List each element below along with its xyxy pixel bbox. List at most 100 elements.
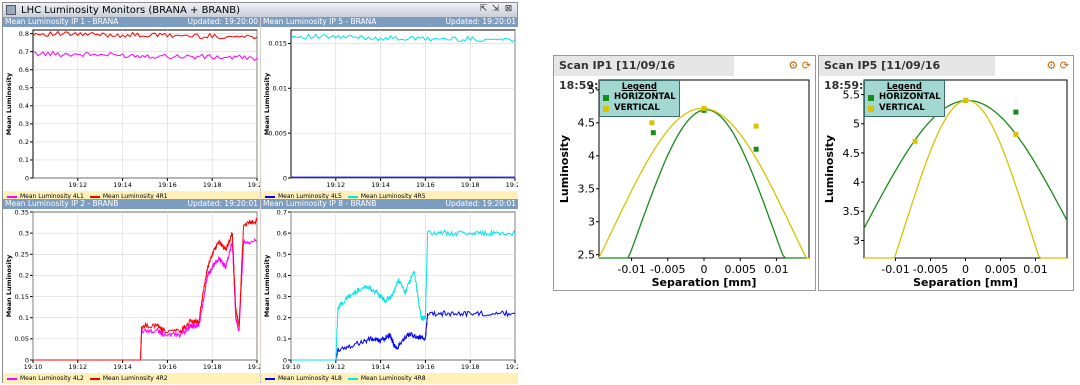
y-axis-label: Luminosity bbox=[558, 135, 571, 203]
window-title: LHC Luminosity Monitors (BRANA + BRANB) bbox=[21, 4, 241, 16]
x-tick-label: 19:14 bbox=[113, 363, 132, 371]
y-tick-label: 0 bbox=[283, 174, 287, 182]
x-axis-label: Separation [mm] bbox=[913, 276, 1018, 289]
legend-item: HORIZONTAL bbox=[868, 92, 941, 103]
x-tick-label: 19:12 bbox=[326, 363, 345, 371]
y-tick-label: 0.3 bbox=[19, 229, 29, 237]
legend-label: VERTICAL bbox=[614, 103, 660, 113]
legend-swatch bbox=[603, 94, 609, 101]
y-tick-label: 0.2 bbox=[19, 138, 29, 146]
x-tick-label: 19:18 bbox=[203, 363, 222, 371]
x-tick-label: 19:20 bbox=[506, 181, 518, 189]
y-tick-label: 2.5 bbox=[578, 249, 596, 262]
x-tick-label: 0.005 bbox=[724, 263, 756, 276]
legend-bar: Mean Luminosity 4L1 Mean Luminosity 4R1 bbox=[3, 191, 260, 202]
close-icon[interactable]: ⊠ bbox=[504, 4, 513, 14]
plot-area bbox=[290, 29, 516, 179]
legend-label: Mean Luminosity 4R5 bbox=[360, 193, 426, 200]
legend-swatch bbox=[347, 195, 358, 198]
updated-time: Updated: 19:20:01 bbox=[187, 199, 258, 208]
y-tick-label: 0.05 bbox=[15, 335, 29, 343]
scan-legend: Legend HORIZONTAL VERTICAL bbox=[864, 80, 945, 117]
legend-swatch bbox=[868, 105, 874, 112]
chart-scan-ip1: 2.5 3 3.5 4 4.5 5 -0.01 -0.005 0 0.005 0.01 Luminos… bbox=[558, 79, 810, 289]
legend-title: Legend bbox=[621, 82, 657, 92]
x-tick-label: 19:12 bbox=[68, 181, 87, 189]
chart-ip5: 0 0.005 0.01 0.015 19:12 19:14 19:16 19:18 19:20… bbox=[263, 29, 518, 189]
y-tick-label: 0.005 bbox=[268, 129, 287, 137]
scan-legend: Legend HORIZONTAL VERTICAL bbox=[599, 80, 680, 117]
x-tick-label: 19:14 bbox=[371, 181, 390, 189]
data-point bbox=[753, 146, 759, 152]
plot-area bbox=[32, 29, 258, 179]
maximize-icon[interactable]: ⇲ bbox=[491, 4, 500, 14]
legend-label: HORIZONTAL bbox=[879, 92, 941, 102]
y-tick-label: 3 bbox=[853, 234, 860, 247]
x-tick-label: 19:20 bbox=[248, 181, 260, 189]
x-tick-label: 19:10 bbox=[24, 363, 43, 371]
updated-time: Updated: 19:20:01 bbox=[445, 199, 516, 208]
pane-ip2: Mean Luminosity IP 2 - BRANB Updated: 19:… bbox=[3, 199, 260, 384]
pane-ip5: Mean Luminosity IP 5 - BRANA Updated: 19:… bbox=[261, 17, 518, 202]
legend-item: Mean Luminosity 4R8 bbox=[347, 373, 426, 384]
pane-ip1: Mean Luminosity IP 1 - BRANA Updated: 19:… bbox=[3, 17, 260, 202]
x-tick-label: 19:14 bbox=[371, 363, 390, 371]
x-tick-label: 19:14 bbox=[113, 181, 132, 189]
y-axis-label: Mean Luminosity bbox=[5, 72, 13, 135]
legend-bar: Mean Luminosity 4L2 Mean Luminosity 4R2 bbox=[3, 373, 260, 384]
legend-label: Mean Luminosity 4L8 bbox=[278, 375, 342, 382]
y-tick-label: 0.7 bbox=[19, 48, 29, 56]
y-tick-label: 3 bbox=[588, 216, 595, 229]
legend-swatch bbox=[89, 195, 100, 198]
y-tick-label: 0.4 bbox=[19, 102, 29, 110]
legend-item: Mean Luminosity 4L1 bbox=[7, 191, 84, 202]
y-tick-label: 4.5 bbox=[843, 147, 861, 160]
legend-swatch bbox=[603, 105, 609, 112]
y-tick-label: 0 bbox=[25, 174, 29, 182]
scan-toolbar-icons[interactable]: ⚙ ⟳ bbox=[788, 59, 811, 72]
y-tick-label: 5 bbox=[853, 118, 860, 131]
y-tick-label: 0.7 bbox=[277, 209, 287, 216]
legend-label: Mean Luminosity 4L1 bbox=[20, 193, 84, 200]
x-axis-label: Separation [mm] bbox=[652, 276, 757, 289]
data-point bbox=[912, 138, 918, 144]
x-tick-label: 19:16 bbox=[158, 363, 177, 371]
pane-title: Mean Luminosity IP 1 - BRANA bbox=[5, 17, 119, 26]
scan-toolbar-icons[interactable]: ⚙ ⟳ bbox=[1046, 59, 1069, 72]
x-tick-label: 19:16 bbox=[416, 181, 435, 189]
x-tick-label: 0.005 bbox=[985, 263, 1017, 276]
y-tick-label: 0.5 bbox=[277, 251, 287, 259]
data-point bbox=[650, 130, 656, 136]
x-tick-label: -0.01 bbox=[881, 263, 909, 276]
series-line bbox=[291, 309, 516, 361]
updated-time: Updated: 19:20:01 bbox=[445, 17, 516, 26]
legend-item: HORIZONTAL bbox=[603, 92, 676, 103]
chart-ip8: 0 0.1 0.2 0.3 0.4 0.5 0.6 0.7 19:10 19:12 19:14 19:… bbox=[263, 209, 518, 371]
x-tick-label: 0.01 bbox=[1023, 263, 1048, 276]
y-tick-label: 0 bbox=[25, 356, 29, 364]
data-point bbox=[963, 97, 968, 103]
y-tick-label: 4.5 bbox=[578, 117, 596, 130]
legend-swatch bbox=[7, 377, 17, 380]
y-tick-label: 0.1 bbox=[19, 314, 29, 322]
legend-item: Mean Luminosity 4R1 bbox=[89, 191, 168, 202]
updated-time: Updated: 19:20:00 bbox=[187, 17, 258, 26]
plot-area bbox=[290, 211, 516, 361]
data-point bbox=[701, 105, 707, 111]
chart-ip1: 0 0.1 0.2 0.3 0.4 0.5 0.6 0.7 0.8 19:12 19:14 19:16… bbox=[5, 29, 260, 189]
y-tick-label: 0 bbox=[283, 356, 287, 364]
scan-ip1-panel: Scan IP1 [11/09/16 18:59:16] ⚙ ⟳ 2.5 3 3.5… bbox=[553, 55, 816, 291]
data-point bbox=[1013, 131, 1019, 137]
y-tick-label: 0.8 bbox=[19, 30, 29, 38]
legend-label: Mean Luminosity 4R2 bbox=[102, 375, 168, 382]
chart-ip2: 0 0.05 0.1 0.15 0.2 0.25 0.3 0.35 19:10 19:12 19:1… bbox=[5, 209, 260, 371]
x-tick-label: 19:10 bbox=[282, 363, 301, 371]
monitor-window: LHC Luminosity Monitors (BRANA + BRANB) … bbox=[2, 2, 518, 384]
x-tick-label: 0.01 bbox=[764, 263, 789, 276]
window-titlebar: LHC Luminosity Monitors (BRANA + BRANB) … bbox=[3, 3, 517, 17]
data-point bbox=[649, 120, 655, 126]
minimize-icon[interactable]: ⇱ bbox=[479, 4, 488, 14]
scan-title: Scan IP5 [11/09/16 18:59:16] bbox=[819, 56, 995, 92]
legend-title: Legend bbox=[886, 82, 922, 92]
y-tick-label: 5 bbox=[588, 84, 595, 97]
